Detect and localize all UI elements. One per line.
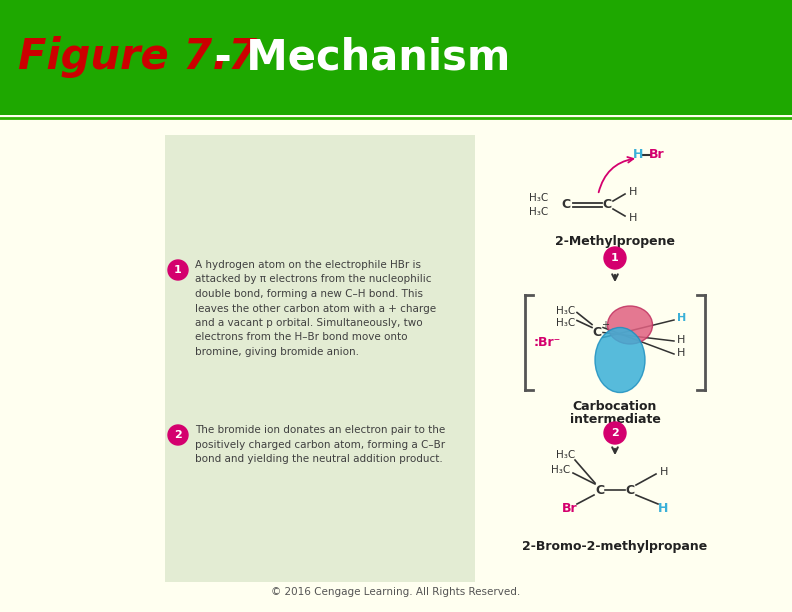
Text: - Mechanism: - Mechanism [200, 37, 510, 78]
Text: 2: 2 [174, 430, 182, 440]
Text: H: H [658, 501, 668, 515]
Text: attacked by π electrons from the nucleophilic: attacked by π electrons from the nucleop… [195, 275, 432, 285]
Text: H₃C: H₃C [529, 193, 548, 203]
Text: bromine, giving bromide anion.: bromine, giving bromide anion. [195, 347, 359, 357]
Text: H: H [629, 213, 638, 223]
Text: C: C [562, 198, 570, 212]
Text: positively charged carbon atom, forming a C–Br: positively charged carbon atom, forming … [195, 439, 445, 449]
Text: H: H [660, 467, 668, 477]
Text: H: H [629, 187, 638, 197]
Text: and a vacant p orbital. Simultaneously, two: and a vacant p orbital. Simultaneously, … [195, 318, 423, 328]
Text: H: H [677, 313, 686, 323]
Text: H₃C: H₃C [529, 207, 548, 217]
Text: +: + [601, 319, 609, 329]
Circle shape [168, 425, 188, 445]
Bar [0, 0, 792, 115]
Text: H: H [633, 149, 643, 162]
Text: © 2016 Cengage Learning. All Rights Reserved.: © 2016 Cengage Learning. All Rights Rese… [272, 587, 520, 597]
Text: H₃C: H₃C [556, 305, 575, 316]
Text: 2-Methylpropene: 2-Methylpropene [555, 235, 675, 248]
Ellipse shape [607, 306, 653, 344]
Text: :Br⁻: :Br⁻ [533, 336, 561, 349]
Text: H: H [677, 335, 685, 345]
Text: 1: 1 [611, 253, 619, 263]
Text: C: C [596, 483, 604, 496]
Text: Br: Br [649, 149, 664, 162]
Text: C: C [592, 326, 602, 339]
Text: leaves the other carbon atom with a + charge: leaves the other carbon atom with a + ch… [195, 304, 436, 313]
Text: H₃C: H₃C [550, 465, 570, 475]
Ellipse shape [595, 327, 645, 392]
Text: Br: Br [562, 501, 578, 515]
Text: Figure 7.7: Figure 7.7 [18, 37, 257, 78]
Bar [165, 135, 475, 582]
Text: H₃C: H₃C [556, 318, 575, 327]
Circle shape [604, 422, 626, 444]
Text: Carbocation: Carbocation [573, 400, 657, 413]
Text: A hydrogen atom on the electrophile HBr is: A hydrogen atom on the electrophile HBr … [195, 260, 421, 270]
Text: 1: 1 [174, 265, 182, 275]
Text: C: C [626, 483, 634, 496]
Text: The bromide ion donates an electron pair to the: The bromide ion donates an electron pair… [195, 425, 445, 435]
Circle shape [168, 260, 188, 280]
Text: C: C [603, 198, 611, 212]
Text: H: H [677, 348, 685, 358]
Text: 2-Bromo-2-methylpropane: 2-Bromo-2-methylpropane [523, 540, 707, 553]
Circle shape [604, 247, 626, 269]
Text: intermediate: intermediate [569, 413, 661, 426]
Text: double bond, forming a new C–H bond. This: double bond, forming a new C–H bond. Thi… [195, 289, 423, 299]
Text: electrons from the H–Br bond move onto: electrons from the H–Br bond move onto [195, 332, 408, 343]
Text: 2: 2 [611, 428, 619, 438]
Text: bond and yielding the neutral addition product.: bond and yielding the neutral addition p… [195, 454, 443, 464]
Text: H₃C: H₃C [556, 450, 575, 460]
